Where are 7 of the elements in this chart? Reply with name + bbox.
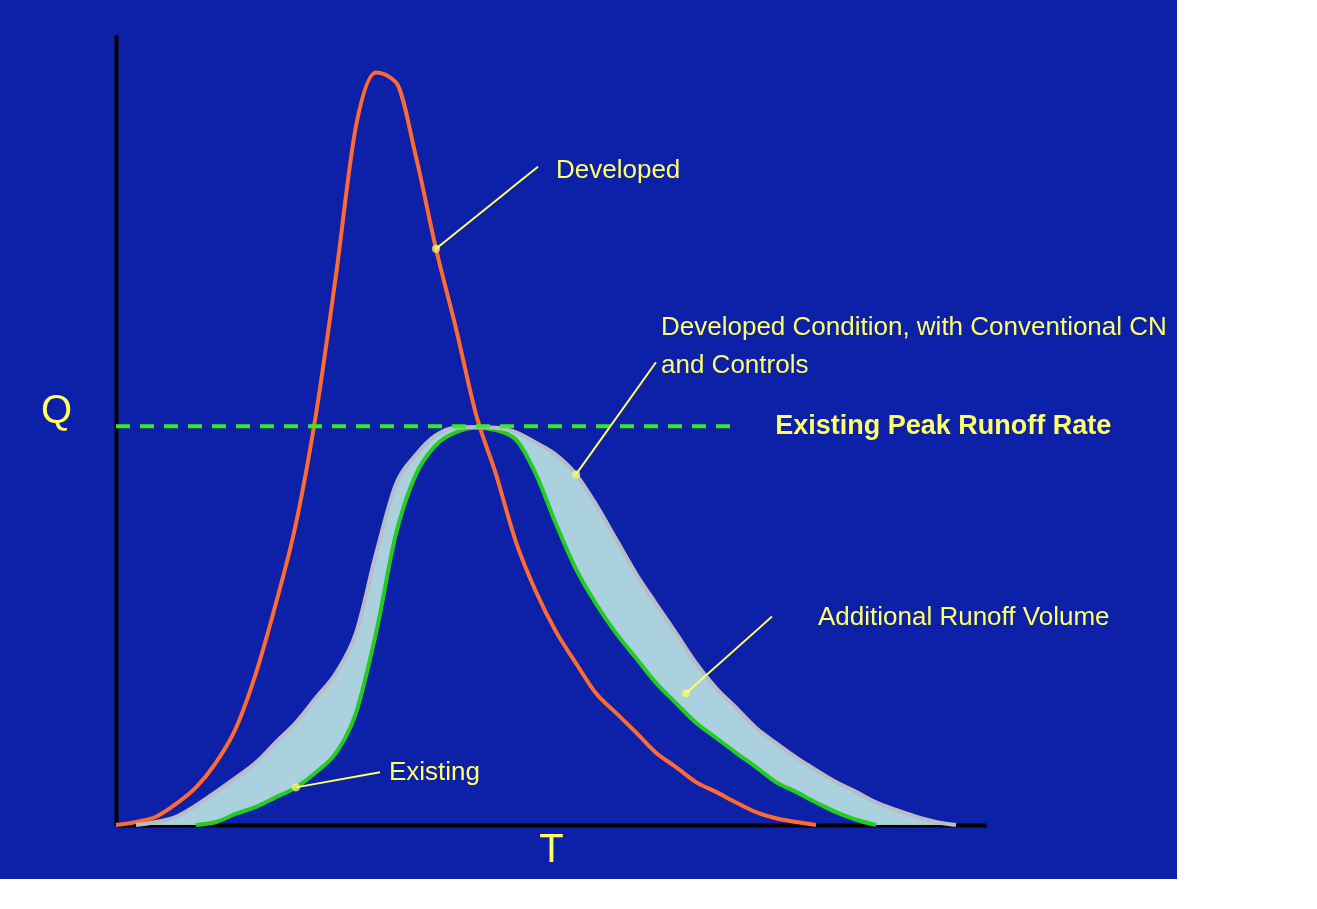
legend-label: Existing: [389, 756, 481, 787]
text: Developed: [556, 154, 681, 185]
y-axis-title: Q: [40, 386, 73, 431]
text: Developed Condition, with Conventional CN and Controls: [661, 311, 1167, 380]
ref-line-label: Existing Peak Runoff Rate: [775, 410, 1112, 441]
annotation: Additional Runoff Volume: [818, 600, 1110, 631]
x-axis-title: T: [539, 825, 564, 870]
